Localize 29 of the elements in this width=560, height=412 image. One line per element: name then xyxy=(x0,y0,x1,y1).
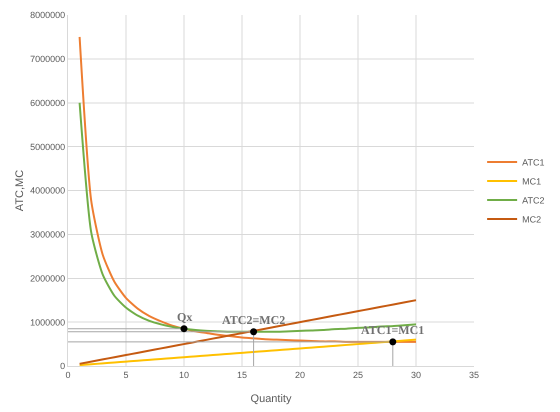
annotation: ATC1=MC1 xyxy=(361,323,424,337)
y-tick-label: 2000000 xyxy=(30,273,66,284)
y-tick-label: 7000000 xyxy=(30,54,66,64)
legend-label: ATC2 xyxy=(522,196,544,206)
x-tick-label: 30 xyxy=(410,370,422,380)
y-tick-label: 6000000 xyxy=(30,98,66,108)
x-tick-label: 35 xyxy=(468,370,480,380)
x-axis-title: Quantity xyxy=(250,393,292,405)
point xyxy=(389,338,396,346)
annotation: ATC2=MC2 xyxy=(222,313,286,327)
legend-label: MC2 xyxy=(522,214,542,225)
y-tick-label: 8000000 xyxy=(30,10,66,20)
legend-label: ATC1 xyxy=(522,158,544,168)
point xyxy=(250,328,258,336)
y-tick-label: 3000000 xyxy=(30,230,66,240)
y-tick-label: 0 xyxy=(60,361,66,372)
x-tick-label: 5 xyxy=(123,370,129,380)
x-tick-label: 25 xyxy=(352,370,364,380)
point xyxy=(180,325,188,332)
y-axis-title: ATC,MC xyxy=(14,170,26,212)
y-tick-label: 4000000 xyxy=(30,186,66,196)
y-tick-label: 5000000 xyxy=(30,142,66,152)
y-tick-label: 1000000 xyxy=(30,317,66,328)
legend-label: MC1 xyxy=(522,176,542,187)
line-series xyxy=(78,338,417,366)
x-tick-label: 15 xyxy=(236,370,248,380)
x-tick-label: 10 xyxy=(178,370,190,380)
annotation: Qx xyxy=(177,310,192,324)
x-tick-label: 20 xyxy=(294,370,306,380)
